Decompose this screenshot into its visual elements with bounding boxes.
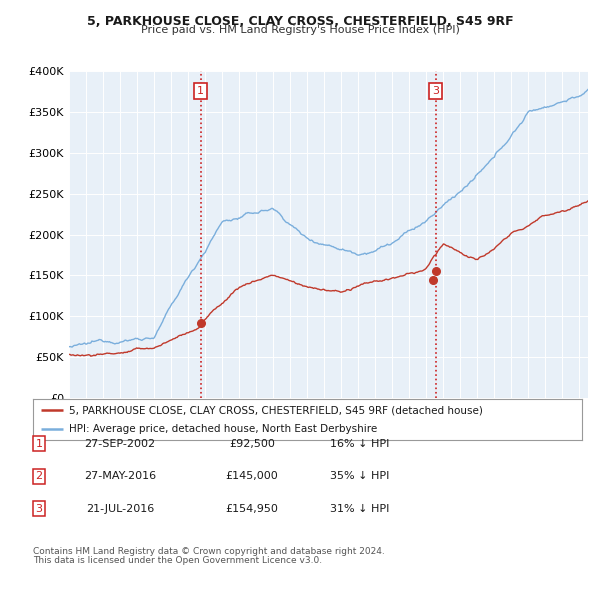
Text: £145,000: £145,000 [226, 471, 278, 481]
Text: 1: 1 [35, 439, 43, 448]
Text: £92,500: £92,500 [229, 439, 275, 448]
Text: 2: 2 [35, 471, 43, 481]
Text: HPI: Average price, detached house, North East Derbyshire: HPI: Average price, detached house, Nort… [68, 424, 377, 434]
Text: 27-SEP-2002: 27-SEP-2002 [85, 439, 155, 448]
Text: 3: 3 [432, 86, 439, 96]
Text: 5, PARKHOUSE CLOSE, CLAY CROSS, CHESTERFIELD, S45 9RF: 5, PARKHOUSE CLOSE, CLAY CROSS, CHESTERF… [86, 15, 514, 28]
Text: 31% ↓ HPI: 31% ↓ HPI [331, 504, 389, 513]
Text: Contains HM Land Registry data © Crown copyright and database right 2024.: Contains HM Land Registry data © Crown c… [33, 547, 385, 556]
Text: £154,950: £154,950 [226, 504, 278, 513]
Text: 1: 1 [197, 86, 204, 96]
Text: 3: 3 [35, 504, 43, 513]
Text: This data is licensed under the Open Government Licence v3.0.: This data is licensed under the Open Gov… [33, 556, 322, 565]
Text: 35% ↓ HPI: 35% ↓ HPI [331, 471, 389, 481]
Text: Price paid vs. HM Land Registry's House Price Index (HPI): Price paid vs. HM Land Registry's House … [140, 25, 460, 35]
Text: 21-JUL-2016: 21-JUL-2016 [86, 504, 154, 513]
Text: 16% ↓ HPI: 16% ↓ HPI [331, 439, 389, 448]
Text: 27-MAY-2016: 27-MAY-2016 [84, 471, 156, 481]
Text: 5, PARKHOUSE CLOSE, CLAY CROSS, CHESTERFIELD, S45 9RF (detached house): 5, PARKHOUSE CLOSE, CLAY CROSS, CHESTERF… [68, 405, 482, 415]
